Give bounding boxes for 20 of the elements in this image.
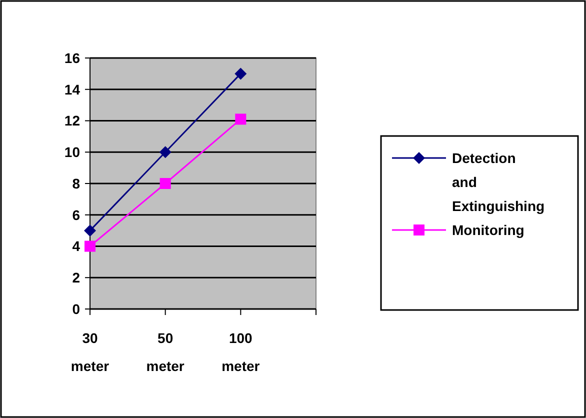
point	[234, 68, 247, 80]
legend-label: Detection and Extinguishing	[452, 150, 545, 214]
legend-label: Monitoring	[452, 222, 524, 238]
point	[235, 114, 246, 125]
x-tick-label: 50 meter	[146, 330, 185, 374]
x-tick-label: 30 meter	[70, 330, 110, 374]
y-tick-label: 10	[64, 144, 80, 160]
y-tick-label: 6	[72, 206, 80, 223]
point	[84, 240, 96, 252]
y-tick-label: 14	[64, 81, 80, 98]
y-tick-label: 4	[72, 238, 80, 254]
x-tick-label: 100 meter	[222, 330, 260, 374]
y-tick-label: 2	[72, 270, 80, 286]
y-tick-label: 0	[72, 300, 80, 317]
point	[160, 178, 171, 189]
y-tick-label: 12	[64, 112, 80, 129]
point	[159, 146, 172, 158]
y-tick-label: 8	[72, 175, 80, 192]
point	[84, 224, 96, 237]
y-tick-label: 16	[64, 50, 80, 66]
